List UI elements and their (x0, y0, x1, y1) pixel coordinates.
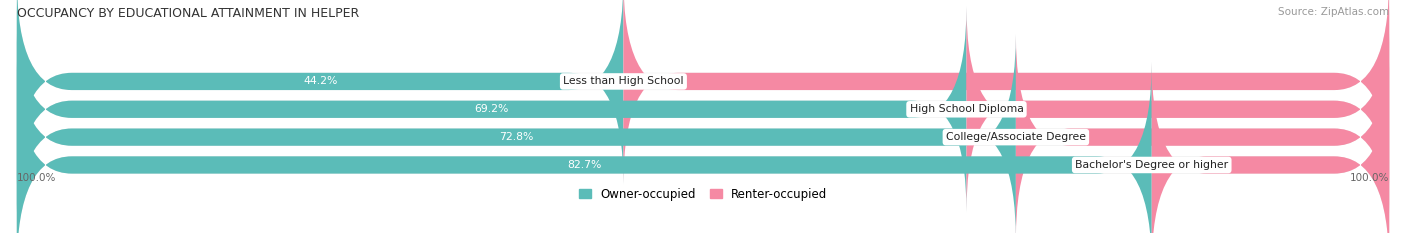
FancyBboxPatch shape (17, 0, 1389, 184)
Text: Source: ZipAtlas.com: Source: ZipAtlas.com (1278, 7, 1389, 17)
Legend: Owner-occupied, Renter-occupied: Owner-occupied, Renter-occupied (574, 183, 832, 205)
Text: College/Associate Degree: College/Associate Degree (946, 132, 1085, 142)
FancyBboxPatch shape (17, 34, 1017, 233)
Text: 72.8%: 72.8% (499, 132, 533, 142)
FancyBboxPatch shape (623, 0, 1389, 184)
Text: 82.7%: 82.7% (567, 160, 602, 170)
FancyBboxPatch shape (1017, 34, 1389, 233)
Text: High School Diploma: High School Diploma (910, 104, 1024, 114)
FancyBboxPatch shape (17, 0, 623, 184)
Text: OCCUPANCY BY EDUCATIONAL ATTAINMENT IN HELPER: OCCUPANCY BY EDUCATIONAL ATTAINMENT IN H… (17, 7, 359, 20)
FancyBboxPatch shape (17, 62, 1152, 233)
FancyBboxPatch shape (17, 34, 1389, 233)
FancyBboxPatch shape (1152, 62, 1389, 233)
Text: 44.2%: 44.2% (302, 76, 337, 86)
FancyBboxPatch shape (966, 7, 1389, 212)
Text: 69.2%: 69.2% (474, 104, 509, 114)
Text: Less than High School: Less than High School (564, 76, 683, 86)
Text: 100.0%: 100.0% (17, 173, 56, 183)
Text: Bachelor's Degree or higher: Bachelor's Degree or higher (1076, 160, 1229, 170)
FancyBboxPatch shape (17, 7, 1389, 212)
Text: 100.0%: 100.0% (1350, 173, 1389, 183)
FancyBboxPatch shape (17, 7, 966, 212)
FancyBboxPatch shape (17, 62, 1389, 233)
